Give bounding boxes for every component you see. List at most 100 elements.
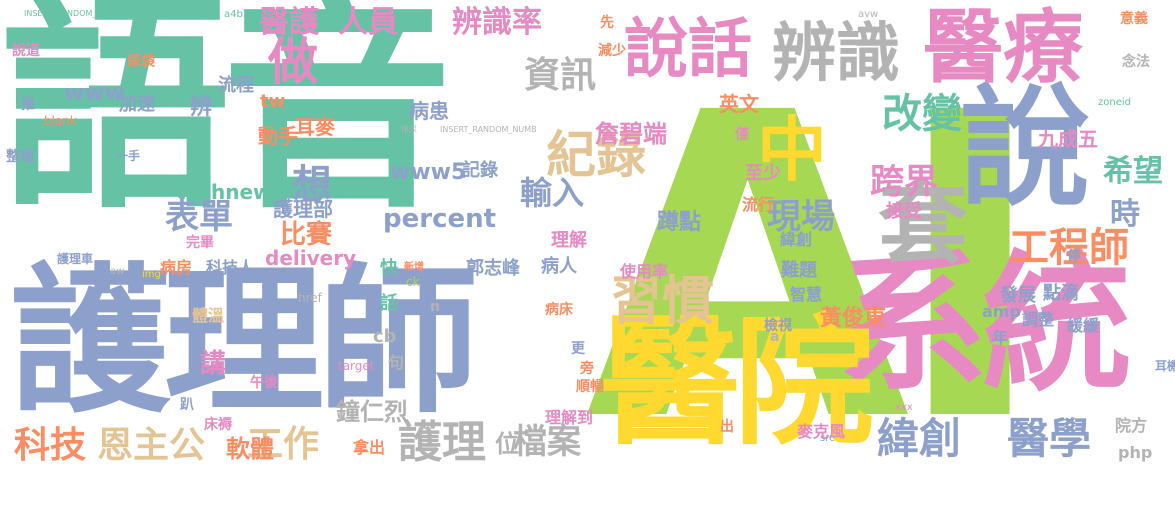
cloud-word: 九成五 xyxy=(1038,129,1098,149)
cloud-word: aw xyxy=(110,267,124,277)
cloud-word: 醫學 xyxy=(1007,418,1091,460)
cloud-word: 蹲點 xyxy=(657,212,701,234)
cloud-word: href xyxy=(298,292,322,304)
word-cloud: 語音 AI 護理師 系統 醫院 說 醫療 說話 辨識 套 中 習慣 紀錄 工程師… xyxy=(0,0,1175,482)
cloud-word: 講 xyxy=(200,351,226,377)
cloud-word: 現場 xyxy=(767,200,835,234)
cloud-word: 改變 xyxy=(882,94,962,134)
cloud-word: 護理部 xyxy=(273,199,333,219)
cloud-word: 調整 xyxy=(1022,312,1054,328)
cloud-word: 新增 xyxy=(404,263,424,273)
cloud-word: 理解 xyxy=(551,232,587,250)
cloud-word: a xyxy=(770,330,779,344)
cloud-word: 耳麥 xyxy=(295,117,335,137)
cloud-word: 人員 xyxy=(338,8,398,38)
cloud-word: 停 xyxy=(1067,250,1081,264)
cloud-word: 一手 xyxy=(116,150,140,162)
cloud-word: 辨識 xyxy=(772,22,900,86)
cloud-word: 難題 xyxy=(781,262,817,280)
cloud-word: 體溫 xyxy=(192,308,224,324)
cloud-word: 鐘仁烈 xyxy=(336,400,408,424)
cloud-word: 病房 xyxy=(160,260,192,276)
cloud-word: cb xyxy=(373,328,397,346)
cloud-word: 整理 xyxy=(6,150,34,164)
cloud-word: 院方 xyxy=(1115,418,1147,434)
cloud-word: 詹碧端 xyxy=(595,122,667,146)
cloud-word: 推 xyxy=(21,98,35,112)
cloud-word: 加速 xyxy=(119,96,155,114)
cloud-word: 排尿 xyxy=(401,126,417,134)
cloud-word: 護理車 xyxy=(57,253,93,265)
cloud-word: 意義 xyxy=(1120,12,1148,26)
cloud-word: 病床 xyxy=(545,303,573,317)
cloud-word: 減少 xyxy=(598,44,626,58)
cloud-word: 快 xyxy=(380,260,398,278)
cloud-word: avw xyxy=(858,10,878,20)
cloud-word: 說話 xyxy=(624,18,752,82)
cloud-word: a4b3f35b xyxy=(224,10,272,20)
cloud-word: INSERT_RANDOM_NUMB xyxy=(440,126,537,134)
cloud-word: 耳機 xyxy=(1155,360,1175,372)
cloud-word: 科技 xyxy=(14,428,86,464)
cloud-word: 至少 xyxy=(745,165,781,183)
cloud-word: 趴 xyxy=(180,398,194,412)
cloud-word: 做 xyxy=(268,37,318,87)
cloud-word: percent xyxy=(383,206,496,232)
cloud-word: INSERT_RANDOM_NUMBER_HERE xyxy=(24,10,157,18)
cloud-word: 流程 xyxy=(218,77,254,95)
cloud-word: 時 xyxy=(1110,200,1140,230)
cloud-word: 緯創 xyxy=(877,418,961,460)
cloud-word: 檔案 xyxy=(513,425,581,459)
cloud-word: 床褥 xyxy=(204,418,232,432)
cloud-word: 智慧 xyxy=(790,287,822,303)
cloud-word: 輸入 xyxy=(520,177,584,209)
cloud-word: delivery xyxy=(265,248,356,268)
cloud-word: xxx xyxy=(895,403,913,413)
cloud-word: 軟體 xyxy=(226,437,274,461)
cloud-word: www xyxy=(64,83,125,105)
cloud-word: 僅 xyxy=(735,128,749,142)
cloud-word: technews xyxy=(176,182,283,202)
cloud-word: amp xyxy=(982,304,1021,320)
cloud-word: 跨界 xyxy=(870,165,938,199)
cloud-word: 郭志峰 xyxy=(466,260,520,278)
cloud-word: 尿袋 xyxy=(127,55,155,69)
cloud-word: 辨識率 xyxy=(452,8,542,38)
cloud-word: tw xyxy=(260,93,285,111)
cloud-word: 句 xyxy=(388,355,404,371)
cloud-word: 年 xyxy=(992,330,1008,346)
cloud-word: 接受 xyxy=(886,203,922,221)
cloud-word: 念法 xyxy=(1122,55,1150,69)
cloud-word: 旁 xyxy=(580,362,594,376)
cloud-word: 緩緩 xyxy=(1067,318,1099,334)
cloud-word: 話 xyxy=(380,295,398,313)
cloud-word: 午後 xyxy=(250,376,278,390)
cloud-word: 醫療 xyxy=(923,8,1083,88)
cloud-word: ck xyxy=(406,276,420,288)
cloud-word: 比賽 xyxy=(280,222,332,248)
cloud-word: www5 xyxy=(390,162,466,184)
cloud-word: target xyxy=(338,360,375,372)
cloud-word: img xyxy=(142,270,161,280)
cloud-word: 點滴 xyxy=(1043,285,1079,303)
cloud-word: php xyxy=(1118,445,1152,461)
cloud-word: 希望 xyxy=(1103,157,1163,187)
cloud-word: 表單 xyxy=(165,200,233,234)
cloud-word: 護理 xyxy=(398,421,486,465)
cloud-word: 出 xyxy=(720,420,734,434)
cloud-word: 說道 xyxy=(12,44,40,58)
cloud-word: 黃俊東 xyxy=(820,308,886,330)
cloud-word: 病人 xyxy=(541,258,577,276)
cloud-word: zoneid xyxy=(1098,98,1131,108)
cloud-word: 科技人 xyxy=(206,260,254,276)
cloud-word: 位 xyxy=(495,432,519,456)
cloud-word: 英文 xyxy=(719,94,759,114)
cloud-word: 恩主公 xyxy=(97,428,205,464)
cloud-word: _blank xyxy=(38,115,77,127)
cloud-word: n xyxy=(430,300,440,314)
cloud-word: 辨 xyxy=(190,97,212,119)
cloud-word: 先 xyxy=(600,16,614,30)
cloud-word: 理解到 xyxy=(545,410,593,426)
cloud-word: 資訊 xyxy=(524,58,596,94)
cloud-word: 更 xyxy=(571,342,585,356)
